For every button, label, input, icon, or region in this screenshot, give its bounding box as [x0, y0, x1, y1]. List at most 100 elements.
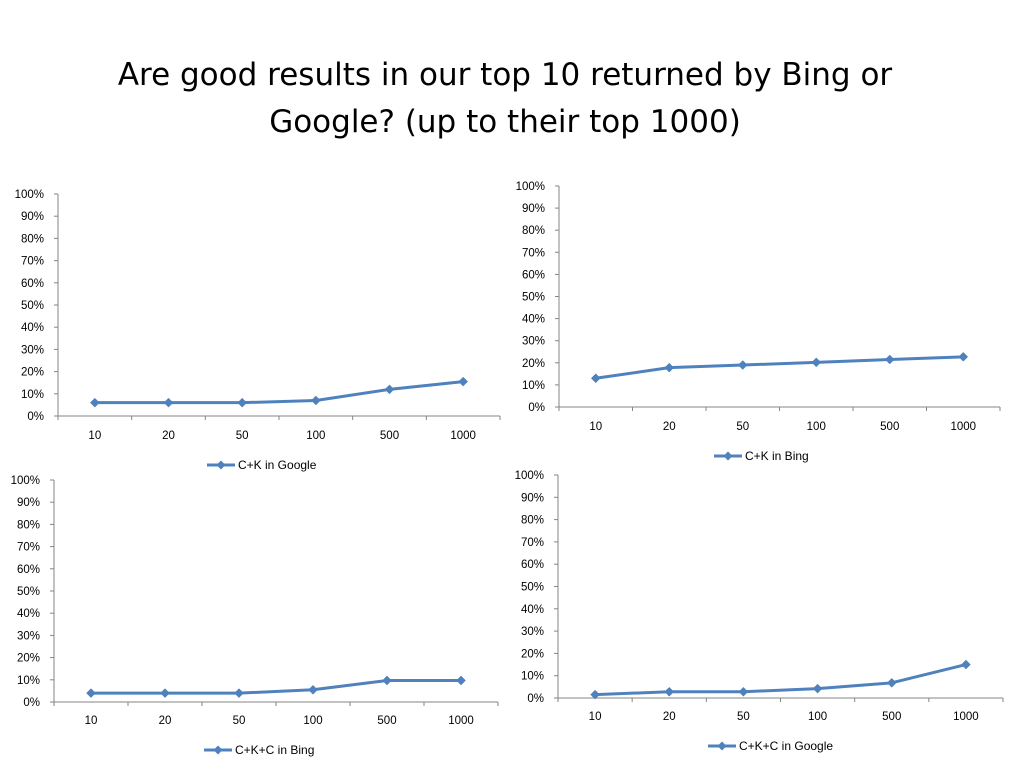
slide-title: Are good results in our top 10 returned …	[60, 52, 950, 146]
x-tick-label: 100	[808, 711, 827, 723]
legend-label: C+K in Bing	[745, 449, 809, 463]
x-tick-label: 1000	[950, 421, 976, 433]
y-tick-label: 90%	[521, 492, 544, 504]
y-tick-label: 10%	[521, 671, 544, 683]
y-tick-label: 60%	[17, 564, 40, 576]
data-point-marker	[886, 677, 897, 688]
x-tick-label: 1000	[450, 430, 476, 442]
y-tick-label: 100%	[516, 181, 545, 193]
y-tick-label: 70%	[522, 247, 545, 259]
chart-c-k-c-in-bing: 100% 90% 80% 70% 60% 50% 40% 30% 20% 10% 0% 10 20 50 1…	[11, 475, 499, 757]
data-point-marker	[738, 686, 749, 697]
legend: C+K+C in Bing	[204, 743, 314, 757]
data-point-marker	[664, 362, 675, 373]
x-tick-label: 500	[377, 715, 396, 727]
series-line-c-k-in-bing	[595, 355, 964, 380]
y-tick-label: 50%	[21, 300, 44, 312]
y-tick-label: 20%	[17, 653, 40, 665]
y-tick-label: 60%	[522, 269, 545, 281]
y-tick-label: 0%	[527, 693, 544, 705]
x-tick-label: 10	[85, 715, 98, 727]
slide-title-line-2: Google? (up to their top 1000)	[269, 104, 741, 140]
chart-c-k-in-google: 100% 90% 80% 70% 60% 50% 40% 30% 20% 10% 0% 10 20 50 1…	[15, 189, 501, 472]
series-line-c-k-in-google	[94, 380, 464, 405]
y-tick-label: 20%	[21, 367, 44, 379]
legend: C+K in Bing	[714, 449, 809, 463]
y-tick-label: 100%	[15, 189, 44, 201]
x-tick-label: 10	[589, 711, 602, 723]
y-tick-label: 60%	[21, 278, 44, 290]
y-tick-label: 50%	[521, 582, 544, 594]
slide-title-line-1: Are good results in our top 10 returned …	[117, 57, 893, 93]
y-tick-label: 10%	[17, 675, 40, 687]
x-tick-label: 20	[663, 711, 676, 723]
y-tick-label: 10%	[21, 389, 44, 401]
data-point-marker	[234, 688, 244, 698]
legend-marker-swatch	[717, 741, 727, 751]
y-tick-label: 50%	[17, 586, 40, 598]
data-point-marker	[664, 686, 675, 697]
legend-label: C+K+C in Google	[739, 739, 833, 753]
y-tick-label: 90%	[21, 211, 44, 223]
y-tick-label: 40%	[522, 314, 545, 326]
data-point-marker	[163, 397, 174, 408]
y-tick-label: 90%	[522, 203, 545, 215]
y-tick-label: 60%	[521, 559, 544, 571]
data-point-marker	[458, 376, 469, 387]
y-tick-label: 20%	[522, 358, 545, 370]
legend-marker-swatch	[213, 745, 223, 755]
data-point-marker	[590, 689, 600, 700]
y-tick-label: 90%	[17, 497, 40, 509]
x-tick-label: 20	[162, 430, 175, 442]
data-point-marker	[958, 351, 969, 362]
x-tick-label: 500	[880, 421, 899, 433]
x-tick-label: 500	[380, 430, 399, 442]
y-tick-label: 50%	[522, 292, 545, 304]
legend-label: C+K+C in Bing	[235, 743, 314, 757]
y-tick-label: 80%	[21, 233, 44, 245]
chart-c-k-in-bing: 100% 90% 80% 70% 60% 50% 40% 30% 20% 10% 0% 10 20 50 1…	[516, 181, 1001, 463]
y-tick-label: 0%	[27, 411, 44, 423]
legend-label: C+K in Google	[238, 458, 317, 472]
data-point-marker	[86, 688, 96, 698]
y-tick-label: 40%	[17, 608, 40, 620]
y-tick-label: 70%	[21, 256, 44, 268]
data-point-marker	[308, 684, 318, 695]
x-tick-label: 100	[306, 430, 325, 442]
y-tick-label: 30%	[17, 630, 40, 642]
series-line-c-k-c-in-bing	[91, 678, 461, 695]
legend: C+K+C in Google	[708, 739, 833, 753]
series-line-c-k-c-in-google	[595, 663, 967, 697]
y-tick-label: 70%	[17, 542, 40, 554]
x-tick-label: 50	[736, 421, 749, 433]
y-tick-label: 40%	[521, 604, 544, 616]
y-tick-label: 20%	[521, 648, 544, 660]
x-tick-label: 10	[88, 430, 101, 442]
y-tick-label: 80%	[521, 515, 544, 527]
y-tick-label: 70%	[521, 537, 544, 549]
data-point-marker	[237, 397, 248, 408]
legend-marker-swatch	[216, 460, 226, 470]
y-tick-label: 40%	[21, 322, 44, 334]
data-point-marker	[382, 675, 392, 686]
data-point-marker	[590, 373, 601, 384]
data-point-marker	[961, 659, 971, 670]
x-tick-label: 500	[882, 711, 901, 723]
y-tick-label: 10%	[522, 380, 545, 392]
data-point-marker	[89, 397, 100, 408]
y-tick-label: 0%	[528, 402, 545, 414]
x-tick-label: 10	[589, 421, 602, 433]
x-tick-label: 1000	[953, 711, 979, 723]
chart-c-k-c-in-google: 100% 90% 80% 70% 60% 50% 40% 30% 20% 10% 0% 10 20 50 1…	[515, 470, 1004, 753]
data-point-marker	[384, 384, 395, 395]
data-point-marker	[811, 357, 822, 368]
data-point-marker	[737, 360, 748, 370]
y-tick-label: 30%	[522, 336, 545, 348]
x-tick-label: 50	[737, 711, 750, 723]
data-point-marker	[884, 354, 895, 365]
x-tick-label: 20	[159, 715, 172, 727]
x-tick-label: 1000	[448, 715, 474, 727]
data-point-marker	[812, 683, 823, 694]
data-point-marker	[310, 395, 321, 406]
x-tick-label: 100	[807, 421, 826, 433]
